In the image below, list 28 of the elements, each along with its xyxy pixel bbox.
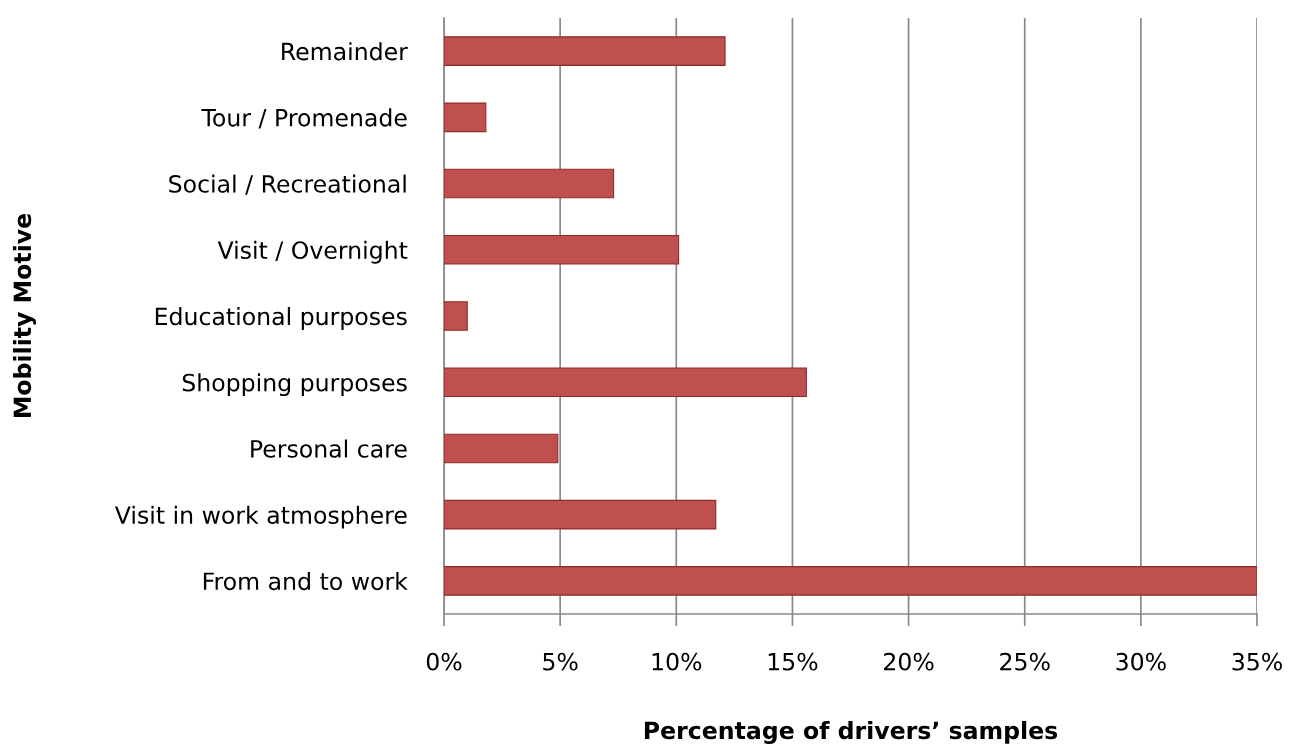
bar — [444, 234, 680, 265]
bar — [444, 301, 468, 331]
x-tick-label: 0% — [426, 652, 462, 671]
y-tick-label: Personal care — [251, 439, 407, 458]
x-tick-label: 10% — [652, 652, 702, 671]
y-tick-label: Visit / Overnight — [217, 240, 408, 264]
x-axis-title: Percentage of drivers’ samples — [644, 721, 1058, 745]
bar — [444, 36, 726, 66]
x-tick-label: 20% — [884, 652, 934, 671]
x-tick-label: 30% — [1116, 652, 1166, 671]
y-tick-label: Social / Recreational — [169, 174, 406, 195]
bar — [444, 433, 559, 464]
x-tick-label: 25% — [1000, 652, 1050, 671]
y-axis-title: Mobility Motive — [12, 214, 36, 417]
x-tick-label: 5% — [543, 652, 578, 671]
y-tick-label: Visit in work atmosphere — [114, 505, 407, 529]
bar — [444, 566, 1257, 596]
y-tick-label: Educational purposes — [155, 307, 407, 330]
y-tick-label: Remainder — [282, 42, 408, 61]
bar — [444, 102, 487, 133]
x-tick-label: 35% — [1232, 652, 1282, 671]
y-tick-label: Tour / Promenade — [201, 108, 407, 129]
y-tick-label: Shopping purposes — [182, 373, 407, 397]
bar — [444, 499, 717, 530]
y-tick-label: From and to work — [203, 571, 408, 591]
x-tick-label: 15% — [768, 652, 818, 671]
bar — [444, 367, 807, 398]
bar — [444, 168, 615, 199]
